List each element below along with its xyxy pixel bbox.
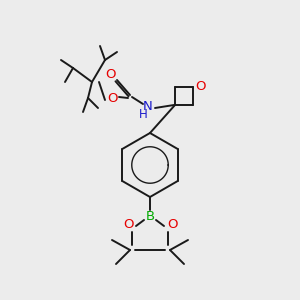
Text: O: O <box>106 68 116 80</box>
Text: H: H <box>139 109 147 122</box>
Text: N: N <box>143 100 153 113</box>
Text: O: O <box>107 92 117 106</box>
Text: O: O <box>123 218 133 232</box>
Text: B: B <box>146 211 154 224</box>
Text: O: O <box>196 80 206 92</box>
Text: O: O <box>167 218 177 232</box>
